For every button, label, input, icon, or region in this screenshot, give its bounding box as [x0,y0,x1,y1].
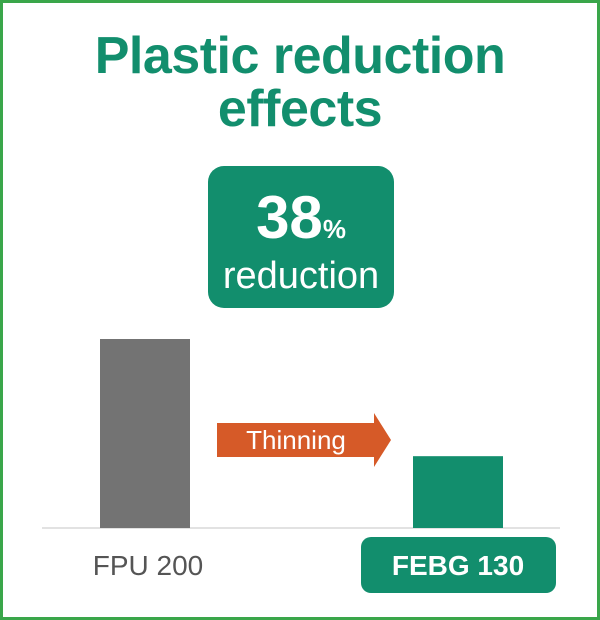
badge-word: reduction [222,255,380,297]
bars-group [100,339,503,528]
arrow-icon [217,413,391,467]
title-line-1: Plastic reduction [94,27,506,85]
tick-labels: FPU 200 FEBG 130 [93,550,524,581]
highlight-tick-box [361,537,556,593]
bar-febg-130 [413,456,503,528]
badge-percent-sign: % [322,214,346,244]
reduction-badge: 38% reduction [208,166,394,308]
chart-title: Plastic reduction effects [0,30,600,136]
badge-number: 38 [256,184,323,251]
bar-fpu-200 [100,339,190,528]
badge-number-row: 38% [208,188,394,264]
title-line-2: effects [217,80,383,138]
thinning-arrow: Thinning [217,413,391,467]
arrow-label: Thinning [246,425,346,455]
tick-label-febg-130: FEBG 130 [392,550,524,581]
tick-label-fpu-200: FPU 200 [93,550,204,581]
